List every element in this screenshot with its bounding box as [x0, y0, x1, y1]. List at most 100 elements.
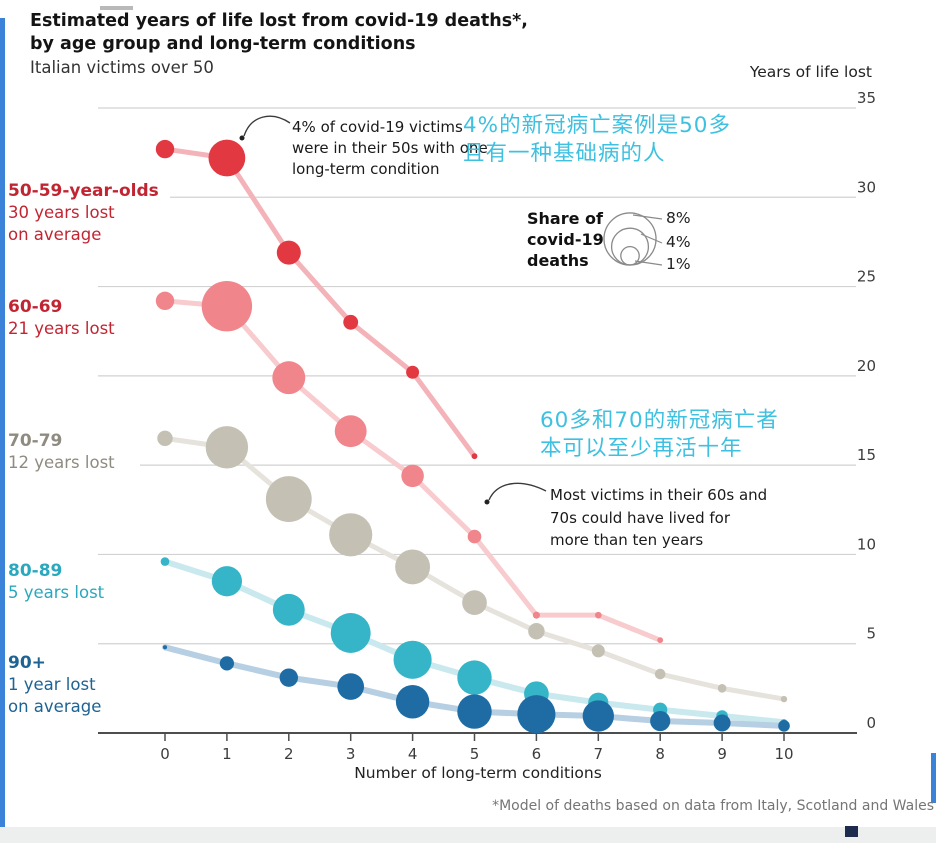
bubble-80-89-c5	[457, 660, 492, 695]
legend-circle-1%	[620, 245, 640, 266]
x-tick-label-10: 10	[774, 745, 793, 763]
series-label-60-69-sub1: 21 years lost	[8, 319, 115, 338]
bubble-50-59-year-olds-c1	[208, 139, 246, 177]
bubble-60-69-c3	[334, 415, 367, 448]
legend-leader-1%	[634, 260, 663, 266]
annotation-en-60s70s-line1: Most victims in their 60s and	[550, 486, 768, 504]
series-label-50-59: 50-59-year-olds 30 years lost on average	[8, 180, 159, 246]
series-label-50-59-sub2: on average	[8, 225, 102, 244]
bubble-50-59-year-olds-c0	[155, 139, 175, 159]
chart-title-line1: Estimated years of life lost from covid-…	[30, 11, 528, 31]
y-tick-label-25: 25	[857, 268, 876, 286]
bubble-90+-c10	[778, 720, 790, 732]
annotation-arrow-2	[488, 482, 547, 501]
slide-edge-left	[0, 18, 5, 843]
legend-size-label-8%: 8%	[666, 209, 691, 227]
bubble-70-79-c9	[717, 684, 727, 693]
bubble-80-89-c2	[272, 593, 305, 626]
annotation-cn-50s-line2: 且有一种基础病的人	[463, 141, 666, 166]
bubble-50-59-year-olds-c5	[471, 453, 478, 460]
series-label-60-69-name: 60-69	[8, 297, 63, 317]
bubble-70-79-c5	[462, 590, 487, 615]
y-axis-title: Years of life lost	[749, 63, 872, 81]
series-label-90plus-name: 90+	[8, 653, 46, 673]
legend-leader-4%	[640, 233, 663, 244]
x-tick-label-1: 1	[222, 745, 232, 763]
x-tick-label-8: 8	[655, 745, 665, 763]
annotation-cn-60s70s: 60多和70的新冠病亡者 本可以至少再活十年	[540, 407, 779, 463]
annotation-en-60s70s: Most victims in their 60s and 70s could …	[550, 484, 767, 552]
y-tick-label-35: 35	[857, 89, 876, 107]
bottom-logo-mark	[845, 826, 858, 837]
bubble-60-69-c4	[401, 464, 424, 488]
bubble-legend-title-line2: covid-19	[527, 230, 604, 249]
bubble-80-89-c1	[211, 566, 243, 597]
bubble-70-79-c2	[265, 476, 312, 522]
series-label-50-59-sub1: 30 years lost	[8, 203, 115, 222]
annotation-en-50s-line2: were in their 50s with one	[292, 139, 488, 157]
bubble-90+-c1	[219, 656, 235, 671]
bubble-70-79-c0	[157, 430, 173, 447]
bubble-50-59-year-olds-c4	[406, 365, 420, 379]
bubble-70-79-c4	[395, 549, 431, 585]
bubble-legend-title-line1: Share of	[527, 209, 603, 228]
annotation-cn-60s70s-line1: 60多和70的新冠病亡者	[540, 408, 779, 433]
annotation-cn-50s: 4%的新冠病亡案例是50多 且有一种基础病的人	[463, 112, 731, 168]
series-label-70-79-sub1: 12 years lost	[8, 453, 115, 472]
bubble-90+-c6	[517, 695, 556, 734]
annotation-en-50s: 4% of covid-19 victims were in their 50s…	[292, 117, 488, 180]
annotation-en-60s70s-line3: more than ten years	[550, 531, 704, 549]
series-line-70-79	[162, 435, 787, 702]
series-label-90plus-sub1: 1 year lost	[8, 675, 96, 694]
bubble-50-59-year-olds-c2	[276, 240, 301, 265]
chart-subtitle: Italian victims over 50	[30, 58, 214, 77]
x-tick-label-6: 6	[532, 745, 542, 763]
y-tick-label-10: 10	[857, 535, 876, 553]
annotation-en-50s-line3: long-term condition	[292, 160, 440, 178]
y-tick-label-30: 30	[857, 178, 876, 196]
annotation-arrow-dot-2	[484, 499, 490, 505]
series-label-70-79-name: 70-79	[8, 431, 63, 451]
legend-leader-8%	[632, 214, 663, 220]
x-tick-label-0: 0	[160, 745, 170, 763]
bubble-70-79-c8	[654, 668, 666, 680]
legend-size-label-1%: 1%	[666, 255, 691, 273]
bubble-90+-c3	[337, 673, 365, 700]
x-tick-label-4: 4	[408, 745, 418, 763]
bottom-band	[0, 827, 936, 843]
x-tick-label-3: 3	[346, 745, 356, 763]
bubble-60-69-c2	[272, 361, 306, 395]
series-label-70-79: 70-79 12 years lost	[8, 430, 115, 474]
bubble-90+-c4	[395, 685, 430, 719]
bubble-90+-c2	[279, 668, 298, 687]
x-tick-label-7: 7	[594, 745, 604, 763]
bubble-90+-c9	[713, 714, 731, 732]
annotation-en-50s-line1: 4% of covid-19 victims	[292, 118, 463, 136]
series-label-80-89-name: 80-89	[8, 561, 63, 581]
bubble-50-59-year-olds-c3	[343, 314, 359, 330]
bubble-60-69-c0	[155, 291, 175, 311]
annotation-arrow-dot-1	[239, 135, 245, 141]
bubble-60-69-c8	[657, 637, 664, 644]
bubble-legend-title: Share of covid-19 deaths	[527, 208, 604, 271]
y-tick-label-15: 15	[857, 446, 876, 464]
bubble-legend-title-line3: deaths	[527, 251, 589, 270]
series-label-90plus-sub2: on average	[8, 697, 102, 716]
bubble-70-79-c7	[591, 644, 605, 658]
bubble-80-89-c4	[393, 640, 432, 679]
slide-edge-right	[931, 753, 936, 803]
bubble-70-79-c1	[205, 426, 249, 469]
bubble-70-79-c3	[329, 513, 373, 557]
bubble-90+-c0	[162, 645, 168, 650]
bubble-60-69-c1	[201, 281, 253, 332]
chart-title-line2: by age group and long-term conditions	[30, 34, 416, 54]
bubble-60-69-c6	[532, 611, 540, 619]
annotation-en-60s70s-line2: 70s could have lived for	[550, 508, 730, 527]
x-tick-label-5: 5	[470, 745, 480, 763]
legend-circle-8%	[603, 212, 657, 266]
bubble-60-69-c5	[467, 529, 482, 544]
x-tick-label-2: 2	[284, 745, 294, 763]
series-label-90plus: 90+ 1 year lost on average	[8, 652, 101, 718]
